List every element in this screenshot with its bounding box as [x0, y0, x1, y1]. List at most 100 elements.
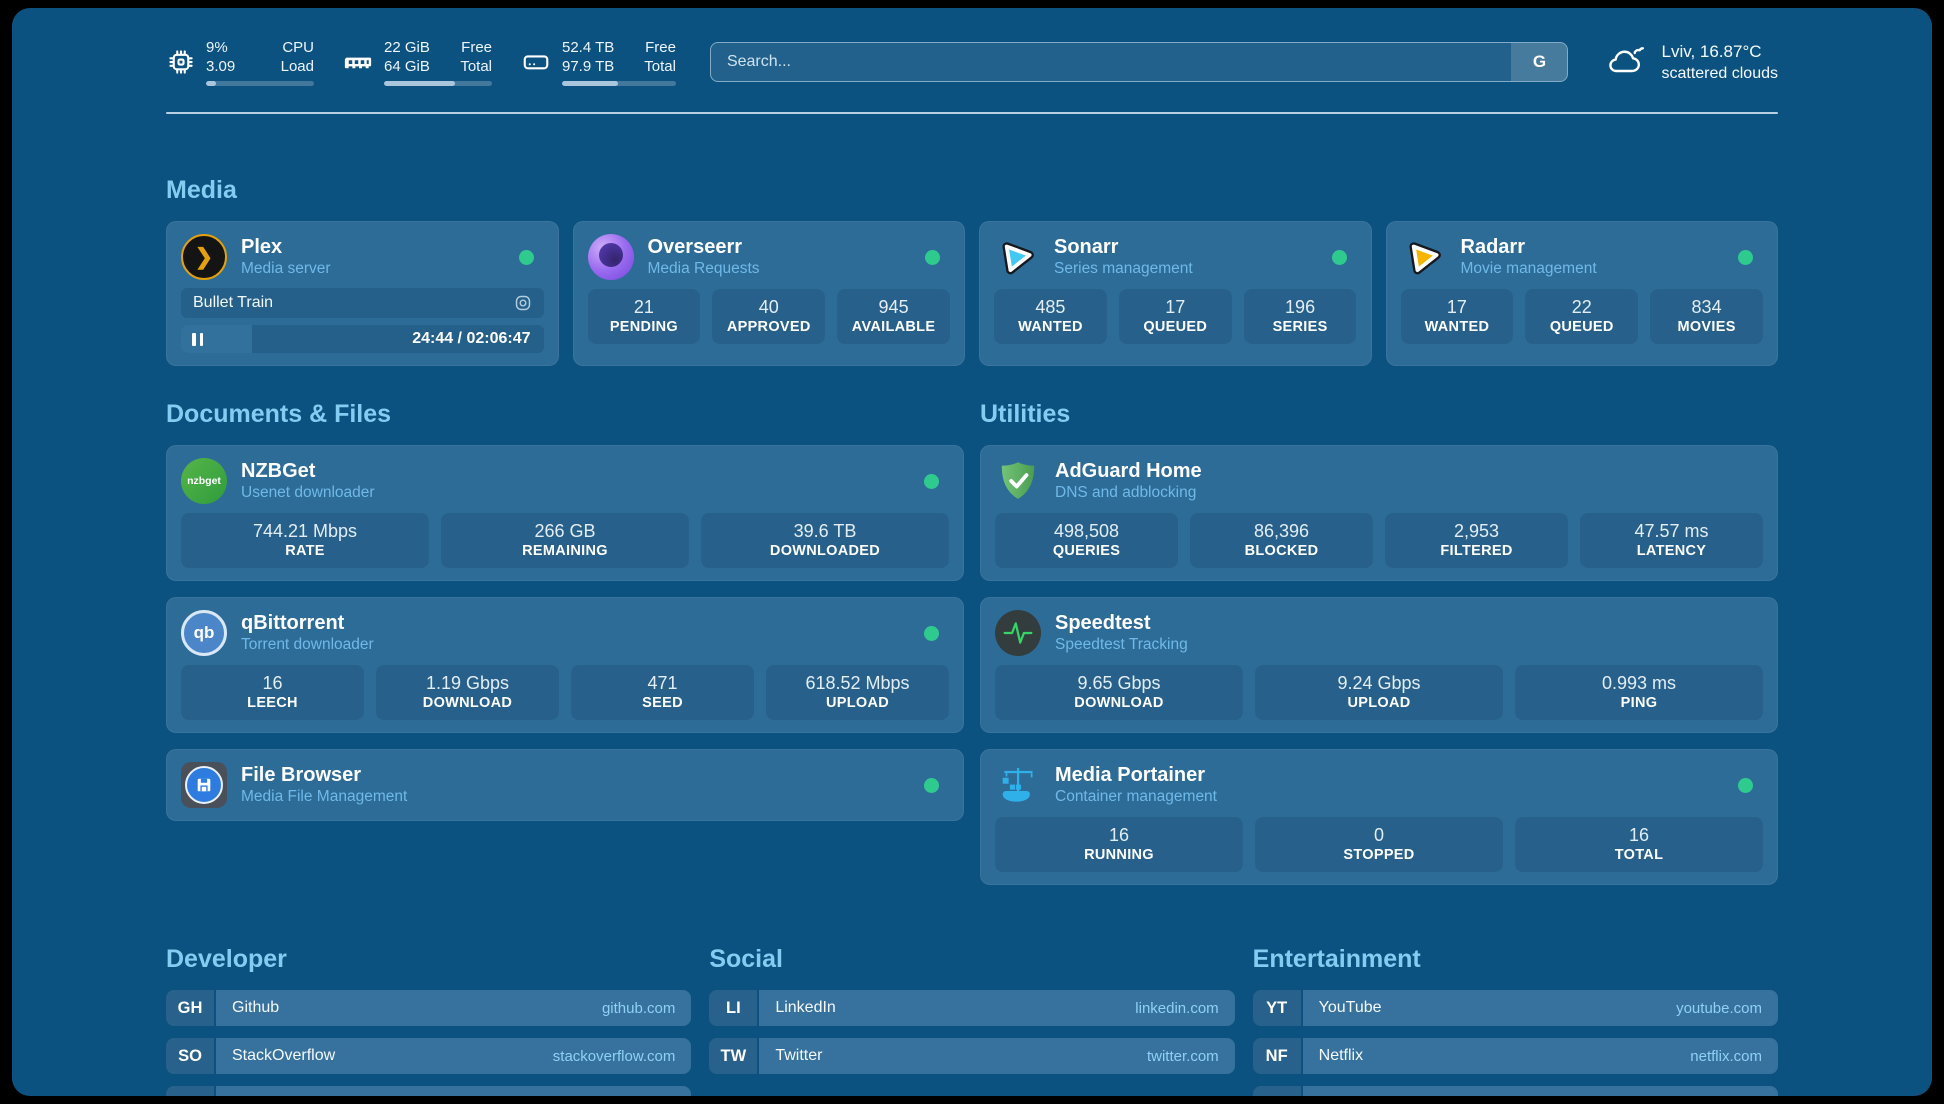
stat-label: FILTERED: [1440, 543, 1513, 559]
stat-value: 16: [1108, 825, 1130, 845]
stat-label: WANTED: [1424, 319, 1490, 335]
service-card-filebrowser[interactable]: File Browser Media File Management: [166, 749, 964, 821]
pause-icon[interactable]: [192, 332, 203, 346]
stat-label: PING: [1620, 695, 1658, 711]
stat-label: BLOCKED: [1244, 543, 1319, 559]
cpu-label: CPU: [282, 39, 314, 56]
stat-value: 16: [262, 673, 283, 693]
section-title-documents: Documents & Files: [166, 400, 392, 428]
bookmark-url: twitter.com: [1146, 1047, 1219, 1065]
stat-label: MOVIES: [1677, 319, 1736, 335]
stat-value: 21: [633, 297, 654, 317]
cpu-usage-value: 9%: [206, 39, 228, 56]
service-card-radarr[interactable]: Radarr Movie management 17 WANTED 22 QUEUE…: [1385, 221, 1778, 366]
stat-tile: 618.52 Mbps UPLOAD: [766, 665, 949, 720]
service-title: File Browser: [241, 764, 362, 786]
search-engine-button[interactable]: G: [1511, 43, 1568, 81]
section-developer: Developer GH Github github.com SO StackOv…: [166, 945, 692, 1096]
bookmark-github[interactable]: GH Github github.com: [166, 990, 692, 1026]
status-dot: [518, 249, 534, 265]
service-subtitle: Media server: [241, 260, 331, 277]
stat-value: 744.21 Mbps: [252, 521, 358, 541]
stat-tile: 0 STOPPED: [1255, 817, 1503, 872]
search-input[interactable]: [710, 43, 1512, 81]
stat-label: WANTED: [1018, 319, 1083, 335]
section-title-media: Media: [166, 176, 237, 204]
stat-label: TOTAL: [1614, 847, 1664, 863]
bookmark-twitter[interactable]: TW Twitter twitter.com: [709, 1038, 1235, 1074]
bookmark-url: reddit.com: [1692, 1096, 1762, 1097]
service-card-nzbget[interactable]: nzbget NZBGet Usenet downloader 744.21 M…: [166, 445, 964, 581]
bookmark-dev[interactable]: DT DEV dev.to: [166, 1086, 692, 1096]
bookmark-youtube[interactable]: YT YouTube youtube.com: [1252, 990, 1778, 1026]
stat-tile: 17 WANTED: [1400, 289, 1514, 344]
bookmark-abbr: YT: [1252, 990, 1301, 1026]
stat-label: DOWNLOAD: [1074, 695, 1164, 711]
stat-tile: 40 APPROVED: [712, 289, 826, 344]
bookmark-stackoverflow[interactable]: SO StackOverflow stackoverflow.com: [166, 1038, 692, 1074]
stat-tile: 744.21 Mbps RATE: [181, 513, 429, 568]
bookmark-netflix[interactable]: NF Netflix netflix.com: [1252, 1038, 1778, 1074]
service-card-adguard[interactable]: AdGuard Home DNS and adblocking 498,508 Q…: [980, 445, 1778, 581]
radarr-icon: [1401, 234, 1447, 280]
service-card-portainer[interactable]: Media Portainer Container management 16 R…: [980, 749, 1778, 885]
bookmark-name: Github: [232, 999, 280, 1016]
section-title-developer: Developer: [166, 945, 287, 973]
speedtest-icon: [995, 610, 1041, 656]
bookmark-abbr: SO: [166, 1038, 214, 1074]
status-dot: [1331, 249, 1347, 265]
stat-value: 17: [1165, 297, 1186, 317]
ram-free-label: Free: [461, 39, 492, 56]
qbittorrent-icon-label: qb: [193, 623, 215, 642]
bookmark-name: YouTube: [1318, 999, 1382, 1016]
service-card-qbittorrent[interactable]: qb qBittorrent Torrent downloader 16 LEEC…: [166, 597, 964, 733]
stat-tile: 498,508 QUERIES: [995, 513, 1178, 568]
plex-icon: ❯: [181, 234, 227, 280]
stat-value: 86,396: [1253, 521, 1310, 541]
stat-value: 618.52 Mbps: [805, 673, 910, 693]
section-media: Media ❯ Plex Media server Bullet Train: [166, 176, 1778, 366]
status-dot: [924, 473, 939, 489]
stat-value: 39.6 TB: [793, 521, 857, 541]
bookmark-name: Twitter: [775, 1047, 823, 1064]
scattered-clouds-icon: [1604, 40, 1648, 85]
stat-label: QUEUED: [1549, 319, 1614, 335]
bookmark-linkedin[interactable]: LI LinkedIn linkedin.com: [709, 990, 1235, 1026]
cpu-load-label: Load: [280, 58, 314, 75]
stat-value: 485: [1035, 297, 1066, 317]
bookmark-reddit[interactable]: RE Reddit reddit.com: [1252, 1086, 1778, 1097]
status-dot: [925, 249, 940, 265]
stat-tile: 16 RUNNING: [995, 817, 1243, 872]
stat-label: APPROVED: [726, 319, 811, 335]
stat-tile: 266 GB REMAINING: [441, 513, 689, 568]
stat-value: 40: [758, 297, 779, 317]
bookmark-url: netflix.com: [1690, 1047, 1762, 1065]
service-card-overseerr[interactable]: Overseerr Media Requests 21 PENDING 40 APP…: [572, 221, 965, 366]
service-title: AdGuard Home: [1055, 460, 1202, 482]
adguard-icon: [995, 458, 1041, 504]
service-title: Radarr: [1460, 236, 1525, 258]
stat-tile: 9.24 Gbps UPLOAD: [1255, 665, 1503, 720]
sonarr-icon: [994, 234, 1040, 280]
stat-label: STOPPED: [1343, 847, 1415, 863]
stat-tile: 21 PENDING: [587, 289, 701, 344]
service-card-speedtest[interactable]: Speedtest Speedtest Tracking 9.65 Gbps DO…: [980, 597, 1778, 733]
stat-value: 0.993 ms: [1601, 673, 1677, 693]
disk-icon: [520, 47, 552, 77]
weather-location-temp: Lviv, 16.87°C: [1661, 41, 1762, 61]
disk-free-value: 52.4 TB: [562, 39, 615, 56]
section-title-social: Social: [709, 945, 783, 973]
stat-value: 945: [878, 297, 909, 317]
playback-progress-bar[interactable]: 24:44 / 02:06:47: [181, 325, 544, 353]
system-stats: 9% 3.09 CPU Load 22 GiB 64 GiB: [166, 38, 676, 86]
service-card-sonarr[interactable]: Sonarr Series management 485 WANTED 17 QUE…: [979, 221, 1372, 366]
service-subtitle: Usenet downloader: [241, 484, 375, 501]
bookmark-name: Reddit: [1319, 1095, 1365, 1096]
bookmark-abbr: TW: [709, 1038, 758, 1074]
stat-tile: 17 QUEUED: [1118, 289, 1232, 344]
session-settings-icon[interactable]: [514, 294, 532, 312]
service-title: Sonarr: [1054, 236, 1119, 258]
stat-tile: 485 WANTED: [994, 289, 1107, 344]
service-card-plex[interactable]: ❯ Plex Media server Bullet Train: [166, 221, 559, 366]
status-dot: [924, 625, 939, 641]
